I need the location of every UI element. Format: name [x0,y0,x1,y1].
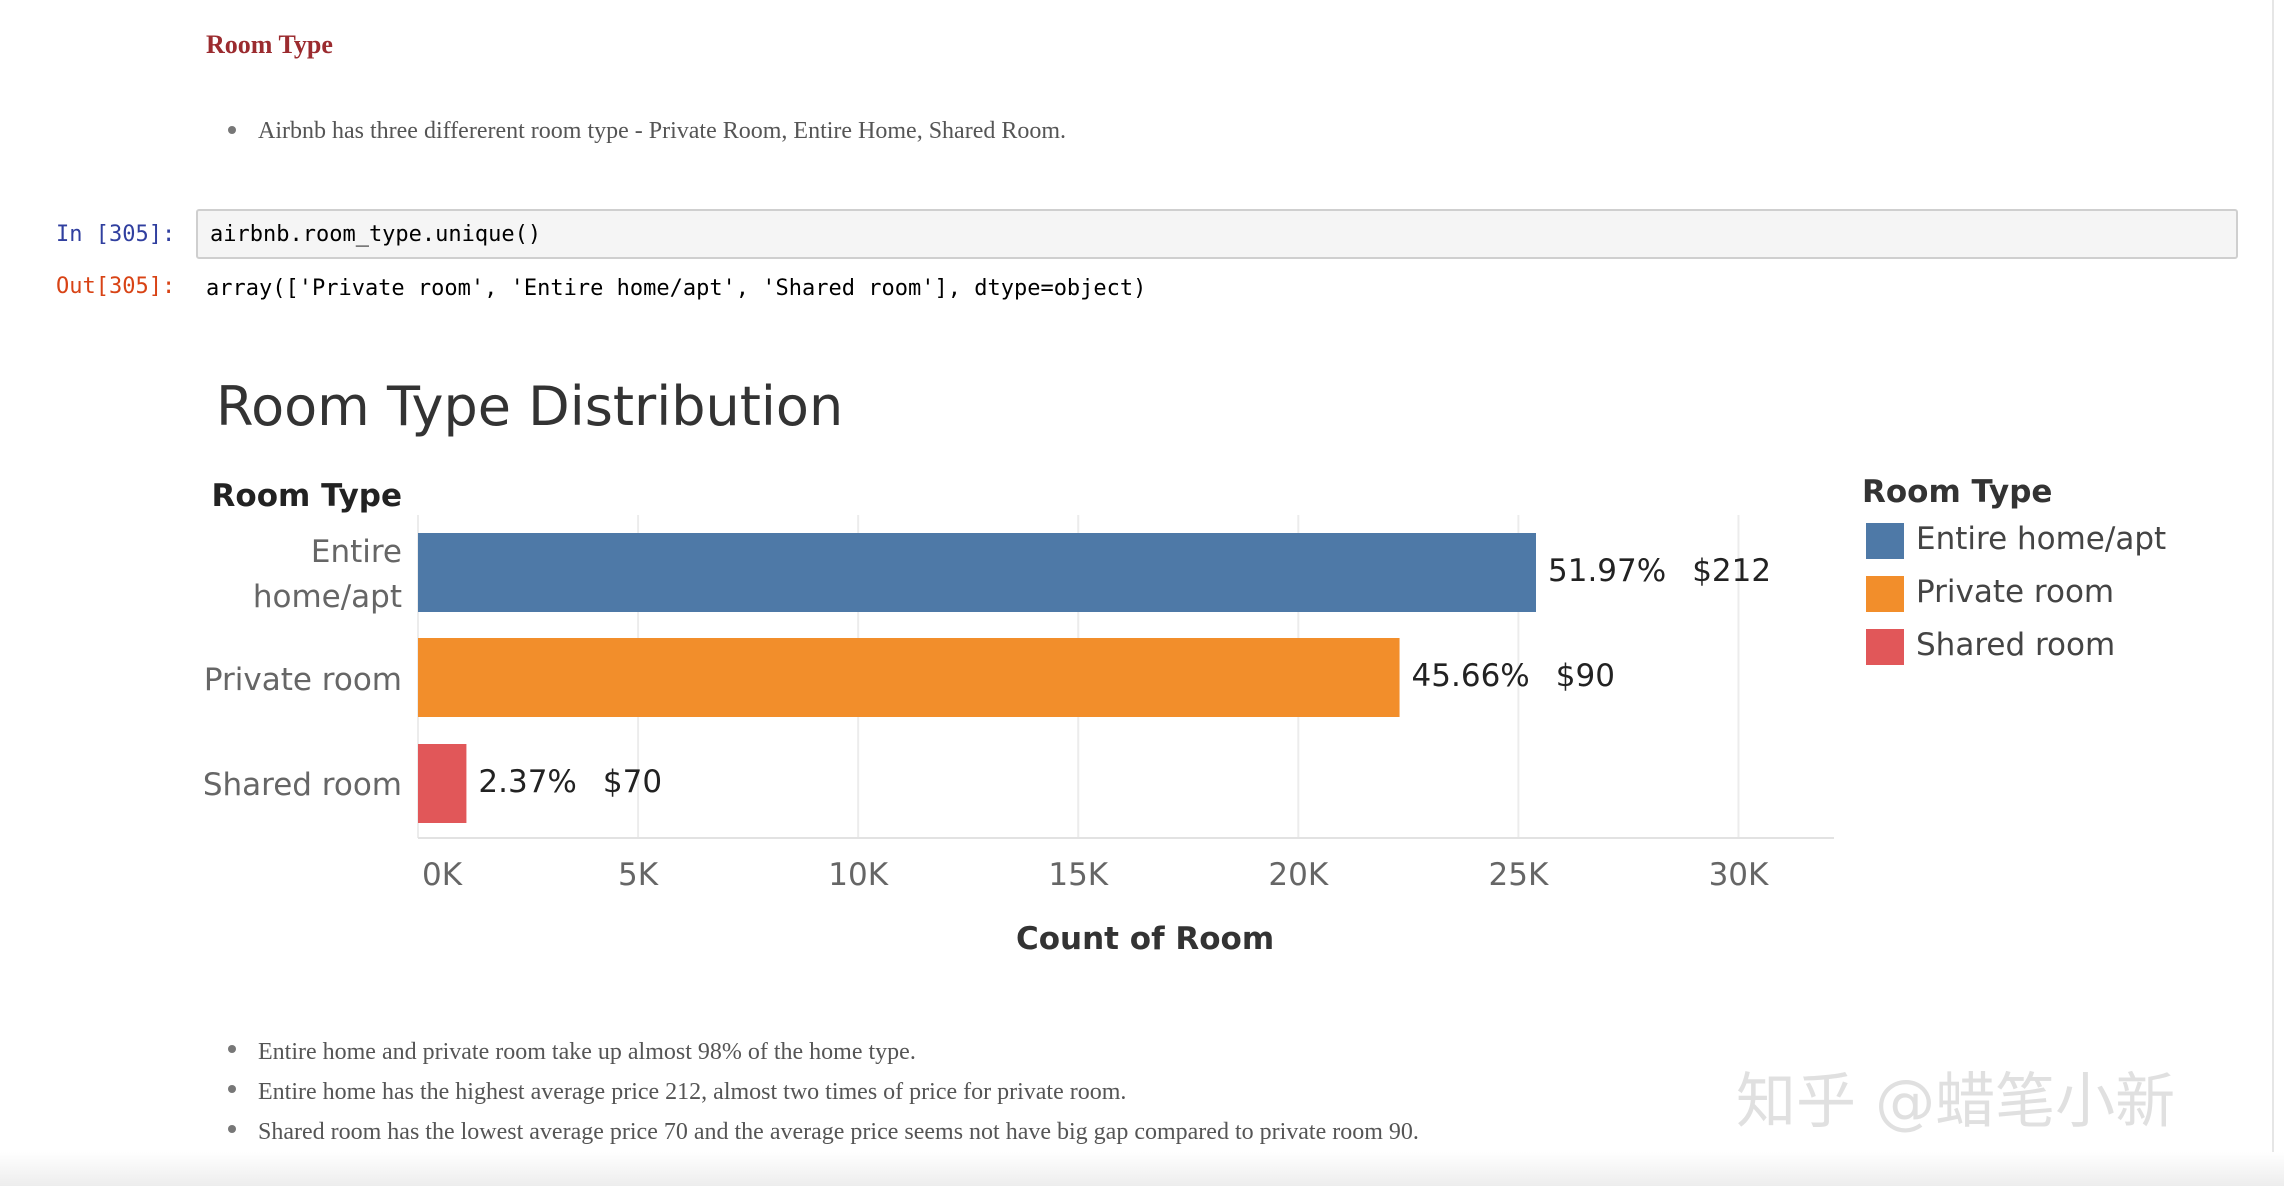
code-text[interactable]: airbnb.room_type.unique() [210,222,542,247]
legend-swatch [1866,629,1904,665]
x-tick-label: 15K [1048,857,1109,893]
output-text: array(['Private room', 'Entire home/apt'… [206,276,1147,301]
category-label-line: Private room [203,662,402,698]
bar-price-label: $70 [602,763,663,800]
watermark-logo: 知乎 @蜡笔小新 [1736,1067,2176,1137]
legend-swatch [1866,576,1904,612]
bar-private-room [418,638,1400,717]
output-prompt: Out[305]: [56,274,176,299]
x-tick-label: 25K [1488,857,1549,893]
intro-bullet-list: Airbnb has three differerent room type -… [206,113,1066,149]
row-header: Room Type [211,478,402,514]
bar-entire-home-apt [418,533,1536,612]
x-tick-label: 5K [618,857,659,893]
code-input-cell[interactable]: airbnb.room_type.unique() [196,209,2238,259]
bar-percent-label: 51.97% [1548,552,1667,589]
legend-label: Shared room [1916,627,2116,663]
category-label-line: Shared room [202,767,402,803]
x-tick-label: 30K [1708,857,1769,893]
conclusion-bullet: Entire home has the highest average pric… [206,1072,1419,1112]
category-label-private-room: Private room [204,658,402,703]
x-tick-label: 0K [422,857,463,893]
chart-title: Room Type Distribution [216,375,844,438]
bar-shared-room [418,744,467,823]
legend-title: Room Type [1862,474,2053,510]
bar-percent-label: 45.66% [1411,657,1530,694]
page-bottom-fade [0,1152,2284,1186]
x-tick-label: 20K [1268,857,1329,893]
category-label-line: Entire [310,534,402,570]
legend-swatch [1866,523,1904,559]
conclusion-bullet: Shared room has the lowest average price… [206,1112,1419,1152]
legend-label: Entire home/apt [1916,521,2167,557]
category-label-entire-home: Entire home/apt [253,530,402,620]
x-axis-title: Count of Room [1016,921,1275,957]
intro-bullet: Airbnb has three differerent room type -… [206,113,1066,149]
bar-price-label: $90 [1555,657,1615,694]
category-label-line: home/apt [252,579,402,615]
bar-percent-label: 2.37% [478,763,577,800]
category-label-shared-room: Shared room [203,763,402,808]
x-tick-label: 10K [828,857,889,893]
conclusion-bullet: Entire home and private room take up alm… [206,1032,1419,1072]
conclusion-list: Entire home and private room take up alm… [206,1032,1419,1152]
legend-label: Private room [1916,574,2115,610]
section-heading: Room Type [206,30,333,59]
input-prompt: In [305]: [56,222,176,247]
bar-price-label: $212 [1692,552,1772,589]
page-right-border [2272,0,2274,1186]
